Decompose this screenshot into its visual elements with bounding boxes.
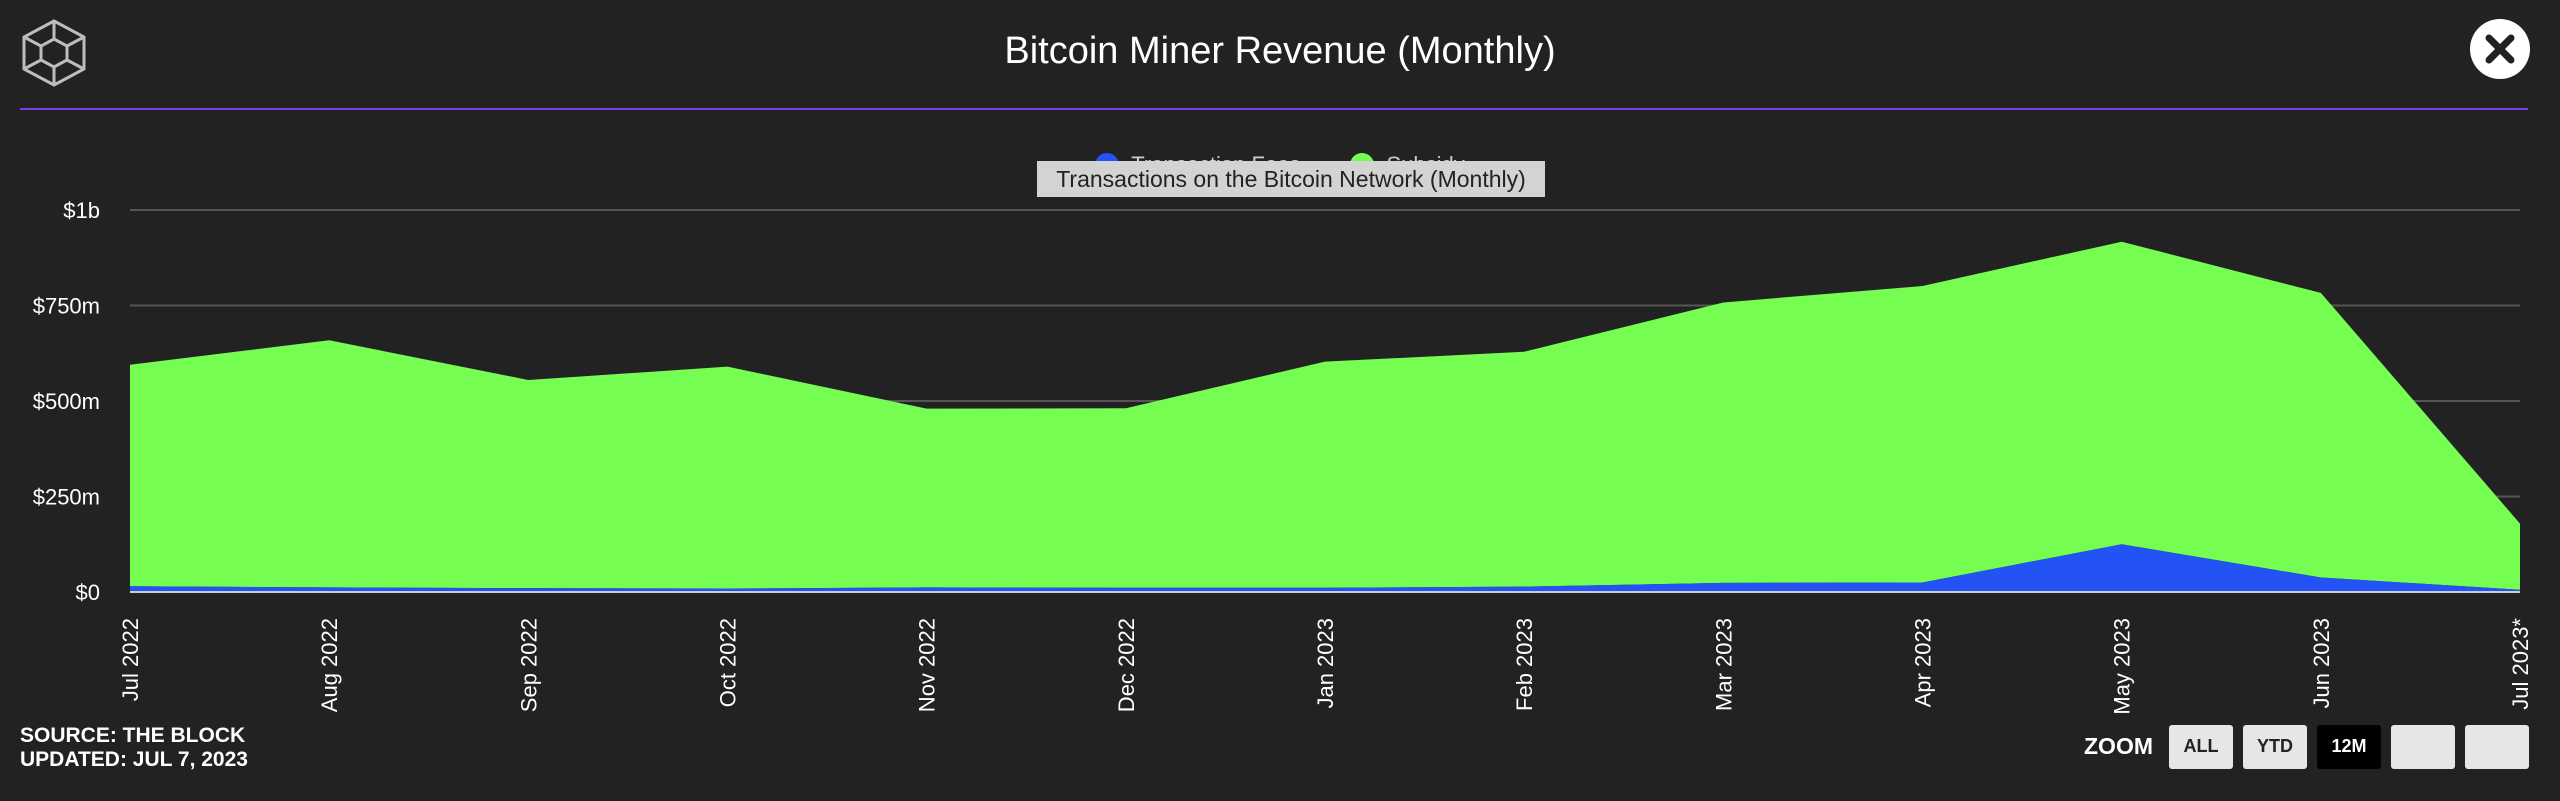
zoom-label: ZOOM bbox=[2084, 733, 2153, 759]
y-tick-label-3: $750m bbox=[33, 294, 100, 319]
x-tick-label-9: Apr 2023 bbox=[1911, 618, 1936, 707]
source-text: SOURCE: THE BLOCK bbox=[20, 724, 246, 747]
chart-tooltip: Transactions on the Bitcoin Network (Mon… bbox=[1037, 161, 1545, 197]
y-tick-label-4: $1b bbox=[63, 198, 100, 223]
x-tick-label-11: Jun 2023 bbox=[2309, 618, 2334, 709]
zoom-blank-button-1[interactable] bbox=[2391, 724, 2455, 769]
zoom-12m-button[interactable]: 12M bbox=[2317, 724, 2381, 769]
header-divider bbox=[20, 108, 2528, 110]
close-button[interactable] bbox=[2470, 19, 2530, 79]
updated-text: UPDATED: JUL 7, 2023 bbox=[20, 748, 248, 771]
zoom-blank-button-2[interactable] bbox=[2465, 724, 2529, 769]
zoom-controls: ZOOM ALL YTD 12M bbox=[2084, 724, 2529, 769]
x-tick-label-4: Nov 2022 bbox=[915, 618, 940, 712]
page-title: Bitcoin Miner Revenue (Monthly) bbox=[1004, 30, 1556, 72]
x-tick-label-0: Jul 2022 bbox=[118, 618, 143, 701]
x-tick-label-2: Sep 2022 bbox=[516, 618, 541, 712]
source-note: SOURCE: THE BLOCK UPDATED: JUL 7, 2023 bbox=[20, 724, 248, 772]
x-tick-label-3: Oct 2022 bbox=[716, 618, 741, 707]
x-tick-label-12: Jul 2023* bbox=[2508, 618, 2533, 710]
close-icon bbox=[2485, 34, 2515, 64]
series-area-subsidy bbox=[130, 241, 2520, 590]
x-tick-label-10: May 2023 bbox=[2110, 618, 2135, 715]
x-tick-label-5: Dec 2022 bbox=[1114, 618, 1139, 712]
x-tick-label-6: Jan 2023 bbox=[1313, 618, 1338, 709]
y-tick-label-2: $500m bbox=[33, 389, 100, 414]
x-tick-label-8: Mar 2023 bbox=[1711, 618, 1736, 711]
series-area-fees bbox=[130, 544, 2520, 592]
cube-logo-icon bbox=[22, 19, 86, 87]
y-tick-label-0: $0 bbox=[76, 580, 100, 605]
x-tick-label-7: Feb 2023 bbox=[1512, 618, 1537, 711]
y-tick-label-1: $250m bbox=[33, 485, 100, 510]
zoom-ytd-button[interactable]: YTD bbox=[2243, 724, 2307, 769]
x-tick-label-1: Aug 2022 bbox=[317, 618, 342, 712]
zoom-all-button[interactable]: ALL bbox=[2169, 724, 2233, 769]
